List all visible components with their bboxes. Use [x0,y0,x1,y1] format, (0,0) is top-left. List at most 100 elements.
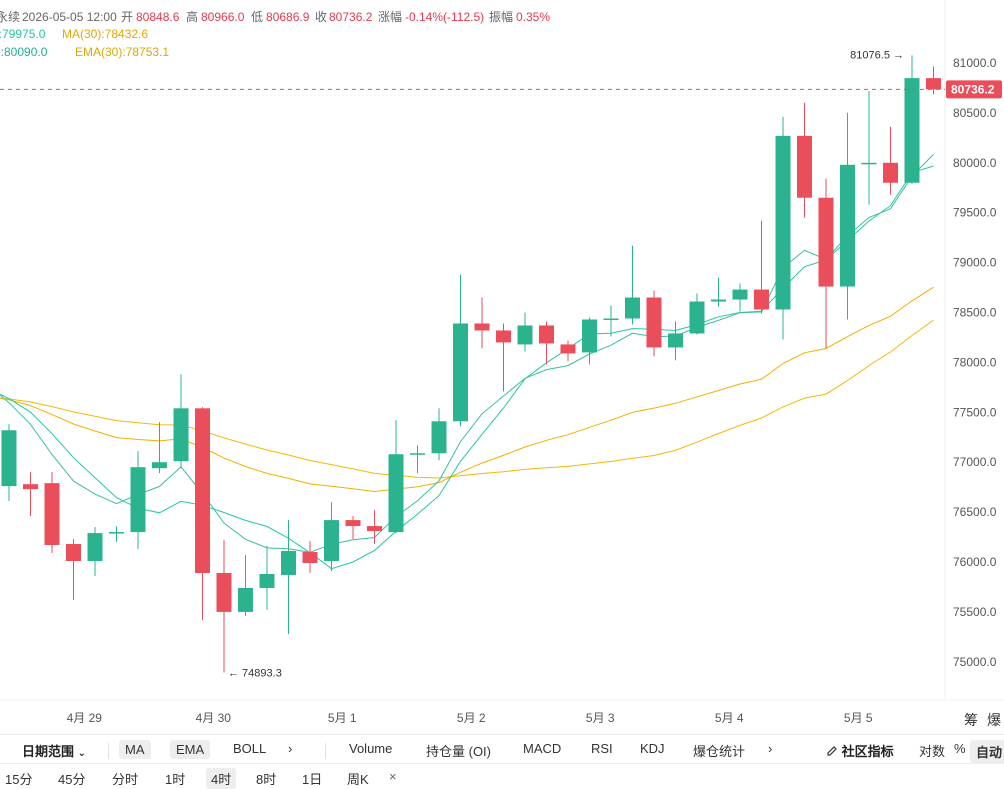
header-change-label: 涨幅 [378,9,402,24]
candle-body [668,333,683,348]
community-indicator-button[interactable]: 社区指标 [826,741,894,760]
interval-8h[interactable]: 8时 [256,772,277,787]
rsi-button[interactable]: RSI [591,741,613,756]
candle-body [173,408,189,462]
candle [453,274,468,427]
date-range-button[interactable]: 日期范围 ⌄ [22,741,86,760]
candle [216,540,232,673]
ma-button[interactable]: MA [119,740,151,759]
chevron-right-icon[interactable]: › [288,741,293,756]
candle [560,340,576,362]
candle [818,178,834,349]
chip-chou[interactable]: 筹 [964,712,978,728]
candle [539,321,554,365]
candle [195,407,210,620]
interval-weekly[interactable]: 周K [347,772,369,787]
price-chart[interactable]: 永续 2026-05-05 12:00 开 80848.6 高 80966.0 … [0,0,1004,734]
candle [625,245,640,325]
y-tick-label: 76500.0 [953,505,997,519]
ohlc-header: 永续 2026-05-05 12:00 开 80848.6 高 80966.0 … [0,9,550,59]
candle-body [711,299,726,302]
candle [324,502,339,571]
interval-4h[interactable]: 4时 [206,768,237,789]
candle-body [216,572,232,612]
candle-body [517,325,533,345]
ema-button[interactable]: EMA [170,740,211,759]
candle-body [883,162,898,183]
header-prefix: 永续 [0,10,20,24]
candle-body [539,325,554,344]
chevron-right-icon[interactable]: › [768,741,773,756]
candle-body [152,462,167,469]
candle-body [775,135,791,310]
kdj-button[interactable]: KDJ [640,741,665,756]
header-high: 80966.0 [201,10,245,24]
candle-body [646,297,662,348]
candle-body [130,467,146,533]
candle-body [66,544,81,562]
candle-body [281,551,296,575]
header-high-label: 高 [186,9,198,24]
candle [711,277,726,307]
y-tick-label: 79000.0 [953,256,997,270]
header-amp-label: 振幅 [489,9,513,24]
interval-1d[interactable]: 1日 [302,772,323,787]
divider [108,743,109,759]
candle [646,290,662,357]
ma7-legend: MA(7):79975.0 [0,27,46,41]
interval-1h[interactable]: 1时 [165,772,186,787]
high-price-label: 81076.5 → [850,49,904,61]
log-scale-button[interactable]: 对数 [919,744,946,759]
candle-body [431,421,447,454]
candle [904,55,920,184]
candle-body [496,330,511,343]
candle [926,66,941,95]
candle [410,445,425,474]
percent-scale-button[interactable]: % [954,741,966,756]
oi-button[interactable]: 持仓量 (OI) [426,744,491,759]
y-tick-label: 79500.0 [953,206,997,220]
macd-button[interactable]: MACD [523,741,562,756]
candle [668,321,683,361]
candle-body [367,526,382,532]
ema30-line [0,286,934,493]
header-open: 80848.6 [136,10,180,24]
x-tick-label: 5月 2 [457,711,486,725]
candle [87,527,103,576]
candle-body [44,483,60,546]
auto-scale-button[interactable]: 自动 [970,740,1004,763]
candle [367,510,382,545]
candle-body [410,453,425,455]
boll-button[interactable]: BOLL [233,741,267,756]
interval-timeline[interactable]: 分时 [112,772,139,787]
last-price-badge [946,80,1002,99]
liquidation-stats-button[interactable]: 爆仓统计 [693,744,746,759]
chip-bao[interactable]: 爆 [987,712,1001,728]
candle-body [603,318,619,320]
candle-body [625,297,640,319]
candle-body [861,162,877,165]
candle [23,472,38,517]
y-tick-label: 78000.0 [953,355,997,369]
volume-button[interactable]: Volume [349,741,393,756]
candle [238,555,253,616]
interval-45m[interactable]: 45分 [58,772,86,787]
candle-body [474,323,490,331]
candle-body [818,197,834,287]
low-price-label: ← 74893.3 [228,667,282,679]
close-icon[interactable]: × [389,769,397,784]
x-tick-label: 5月 1 [328,711,357,725]
candle-body [345,520,361,527]
candle [861,90,877,205]
annotations: 81076.5 → ← 74893.3 [228,49,904,679]
y-tick-label: 77500.0 [953,405,997,419]
interval-15m[interactable]: 15分 [5,772,33,787]
candle-body [302,552,318,563]
x-tick-label: 5月 3 [586,711,615,725]
ema7-legend: EMA(7):80090.0 [0,45,48,59]
candle [66,539,81,600]
header-close: 80736.2 [329,10,373,24]
candle [152,422,167,474]
candle-body [797,135,812,198]
last-price-marker: 80736.2 [0,80,1002,99]
